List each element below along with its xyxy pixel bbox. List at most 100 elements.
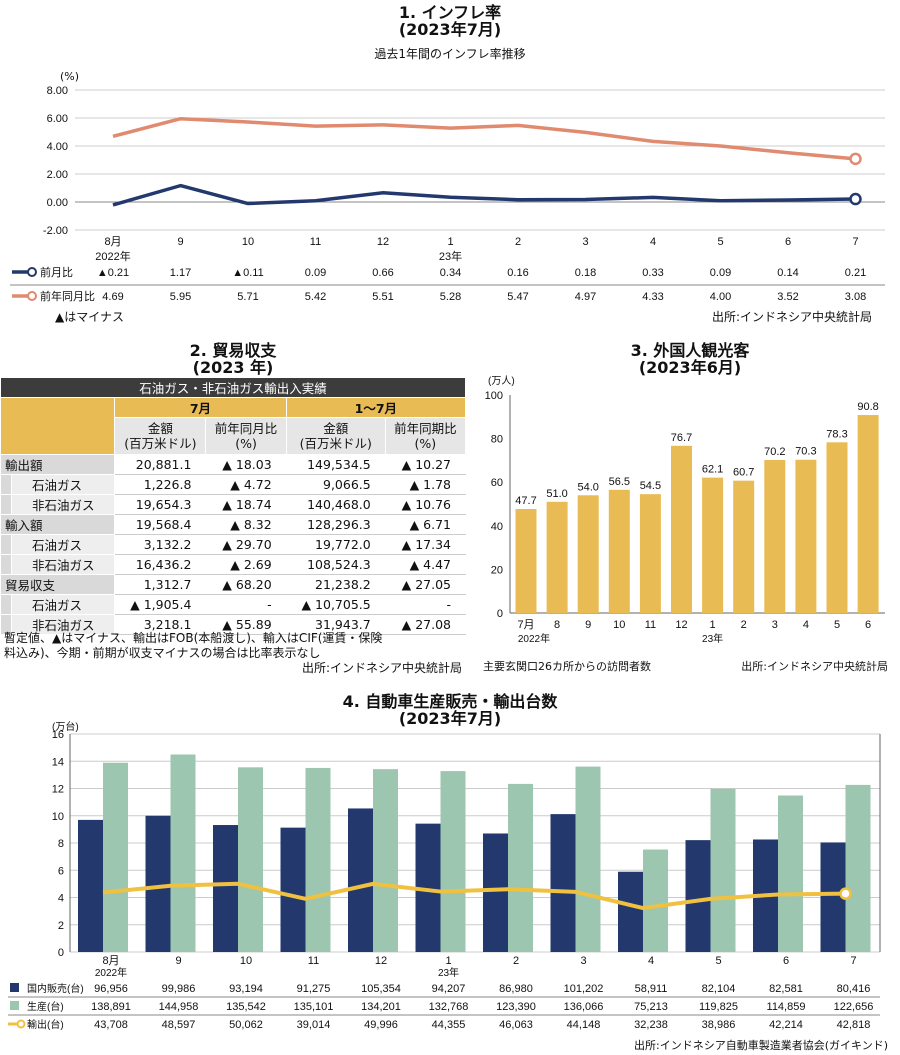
legend-swatch xyxy=(10,983,19,992)
data-label: 5.42 xyxy=(305,291,326,303)
bar xyxy=(733,480,755,613)
x-year-label: 23年 xyxy=(439,249,462,263)
bar xyxy=(702,477,724,613)
data-label: 51.0 xyxy=(546,488,567,500)
bar-domestic-sales xyxy=(145,815,171,952)
trade-table: 石油ガス・非石油ガス輸出入実績 7月 1～7月 金額 (百万米ドル) 前年同月比(… xyxy=(0,377,467,635)
data-label: 0.09 xyxy=(305,267,326,279)
y-tick-label: 14 xyxy=(52,756,64,768)
data-label: ▲0.11 xyxy=(232,267,263,279)
x-year-label: 23年 xyxy=(702,632,723,645)
chart1-unit: (%) xyxy=(60,70,80,83)
data-label: 144,958 xyxy=(159,1001,199,1013)
data-label: 5.28 xyxy=(440,291,461,303)
bar-production xyxy=(643,849,668,952)
cell-value: 31,943.7 xyxy=(285,614,386,635)
x-tick-label: 8月 xyxy=(104,236,121,248)
bar xyxy=(608,489,630,613)
data-label: 5.71 xyxy=(237,291,258,303)
y-tick-label: 12 xyxy=(52,784,64,796)
data-label: 44,148 xyxy=(567,1019,601,1031)
cell-value: 16,436.2 xyxy=(114,554,207,575)
data-label: 93,194 xyxy=(229,983,263,995)
chart4-subtitle: (2023年7月) xyxy=(398,709,502,728)
x-tick-label: 4 xyxy=(650,236,656,248)
data-label: 1.17 xyxy=(170,267,191,279)
data-label: 0.09 xyxy=(710,267,731,279)
bar-domestic-sales xyxy=(685,840,711,952)
chart4-source: 出所:インドネシア自動車製造業者協会(ガイキンド) xyxy=(634,1039,888,1052)
data-label: 134,201 xyxy=(361,1001,401,1013)
y-tick-label: 8.00 xyxy=(47,85,68,97)
cell-value: 140,468.0 xyxy=(285,494,386,515)
row-label: 石油ガス xyxy=(10,534,116,555)
x-tick-label: 1 xyxy=(445,955,451,967)
cell-value: ▲ 18.03 xyxy=(205,454,287,475)
data-label: 4.97 xyxy=(575,291,596,303)
series-line-mom xyxy=(112,183,856,207)
data-label: ▲0.21 xyxy=(97,267,129,279)
bar-production xyxy=(778,795,803,952)
x-tick-label: 8月 xyxy=(102,955,119,967)
cell-value: 1,312.7 xyxy=(114,574,207,595)
x-tick-label: 4 xyxy=(803,619,809,631)
chart2-note: 暫定値、▲はマイナス、輸出はFOB(本船渡し)、輸入はCIF(運賃・保険 料込み)… xyxy=(4,631,383,660)
y-tick-label: 0 xyxy=(58,947,64,959)
y-tick-label: -2.00 xyxy=(43,225,68,237)
series-end-marker xyxy=(839,887,852,900)
x-tick-label: 9 xyxy=(175,955,181,967)
cell-value: 108,524.3 xyxy=(285,554,386,575)
bar-domestic-sales xyxy=(348,808,373,952)
row-label: 石油ガス xyxy=(10,594,116,615)
bar-production xyxy=(440,771,466,952)
x-tick-label: 12 xyxy=(377,236,389,248)
indent xyxy=(0,534,12,555)
x-year-label: 2022年 xyxy=(95,966,127,979)
cell-value: ▲ 10.27 xyxy=(384,454,467,475)
x-tick-label: 11 xyxy=(310,236,321,248)
data-label: 58,911 xyxy=(635,983,668,995)
col-yoy-period: 前年同期比 (%) xyxy=(384,417,467,455)
cell-value: ▲ 29.70 xyxy=(205,534,287,555)
legend-label: 前年同月比 xyxy=(40,289,95,303)
data-label: 0.16 xyxy=(507,267,528,279)
cell-value: 3,132.2 xyxy=(114,534,207,555)
data-label: 96,956 xyxy=(94,983,128,995)
x-year-label: 23年 xyxy=(438,966,459,979)
trade-row: 輸入額 19,568.4 ▲ 8.32 128,296.3 ▲ 6.71 xyxy=(0,514,467,535)
data-label: 82,581 xyxy=(769,983,803,995)
data-label: 135,542 xyxy=(226,1001,266,1013)
bar-production xyxy=(373,769,398,952)
y-tick-label: 6.00 xyxy=(47,113,68,125)
cell-value: 1,226.8 xyxy=(114,474,207,495)
x-tick-label: 6 xyxy=(783,955,789,967)
data-label: 42,214 xyxy=(769,1019,803,1031)
data-label: 56.5 xyxy=(609,476,630,488)
bar-production xyxy=(845,784,871,952)
y-tick-label: 0 xyxy=(497,608,503,620)
data-label: 136,066 xyxy=(564,1001,604,1013)
cell-value: ▲ 6.71 xyxy=(384,514,467,535)
data-label: 0.33 xyxy=(642,267,663,279)
x-tick-label: 2 xyxy=(741,619,747,631)
bar xyxy=(639,494,661,613)
bar-domestic-sales xyxy=(483,833,508,952)
x-tick-label: 5 xyxy=(715,955,721,967)
data-label: 5.47 xyxy=(507,291,528,303)
data-label: 5.51 xyxy=(372,291,393,303)
legend-swatch xyxy=(10,1001,19,1010)
data-label: 49,996 xyxy=(364,1019,398,1031)
chart1-subtitle: (2023年7月) xyxy=(398,20,502,39)
data-label: 86,980 xyxy=(499,983,533,995)
cell-value: ▲ 1,905.4 xyxy=(114,594,207,615)
series-line-exports xyxy=(102,881,846,911)
col-amount-july: 金額 (百万米ドル) xyxy=(114,417,207,455)
cell-value: 19,654.3 xyxy=(114,494,207,515)
x-tick-label: 7 xyxy=(852,236,858,248)
x-tick-label: 10 xyxy=(240,955,252,967)
legend-label: 生産(台) xyxy=(27,1000,64,1013)
legend-marker xyxy=(16,1019,26,1029)
x-tick-label: 10 xyxy=(613,619,625,631)
x-tick-label: 3 xyxy=(580,955,586,967)
